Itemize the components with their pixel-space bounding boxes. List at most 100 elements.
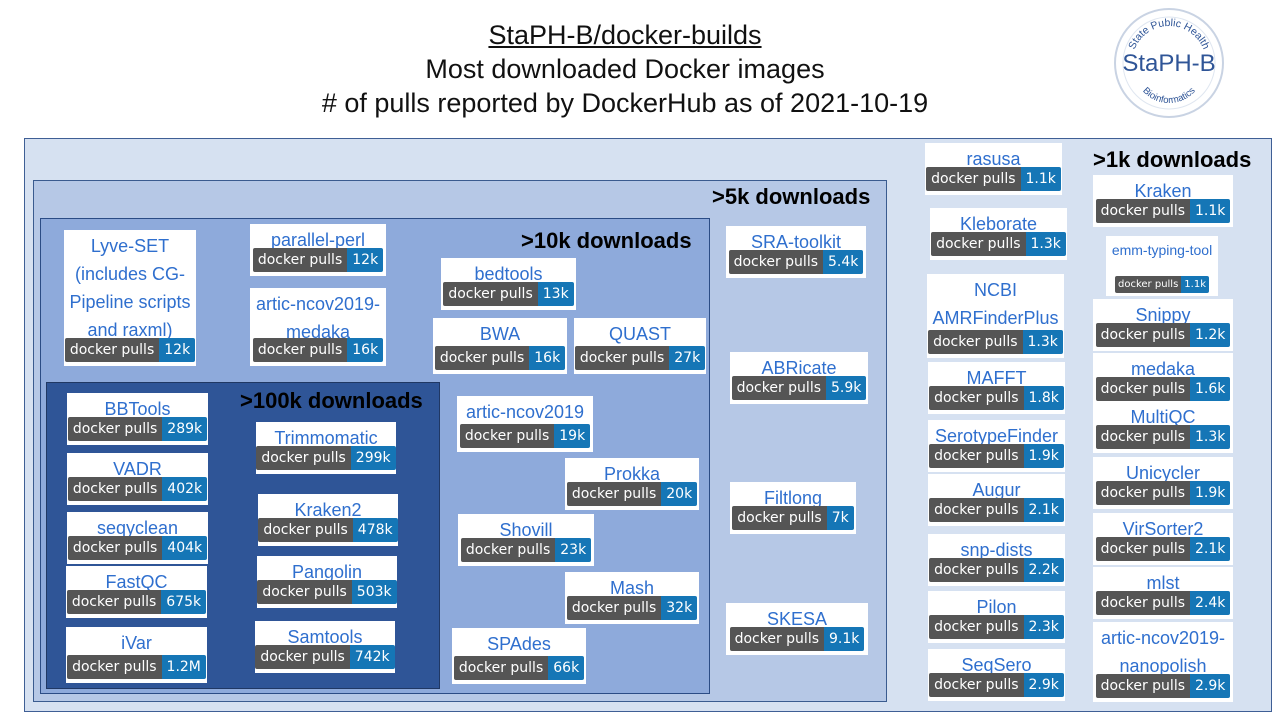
image-name-link[interactable]: Augur [972, 480, 1021, 500]
docker-pulls-badge[interactable]: docker pulls 1.9k [1095, 481, 1231, 505]
docker-pulls-badge[interactable]: docker pulls 1.2M [67, 655, 206, 679]
docker-pulls-badge[interactable]: docker pulls 478k [258, 518, 398, 542]
image-name-link[interactable]: rasusa [966, 149, 1021, 169]
image-name-link[interactable]: artic-ncov2019 [465, 402, 585, 422]
docker-pulls-badge[interactable]: docker pulls 2.9k [929, 673, 1064, 697]
image-name-link[interactable]: SeqSero [961, 655, 1032, 675]
docker-pulls-badge[interactable]: docker pulls 2.4k [1095, 591, 1231, 615]
image-name-link[interactable]: ABRicate [761, 358, 837, 378]
docker-pulls-badge[interactable]: docker pulls 2.2k [929, 558, 1064, 582]
image-name-link[interactable]: Lyve-SET (includes CG-Pipeline scripts a… [69, 236, 191, 340]
docker-pulls-badge[interactable]: docker pulls 1.1k [926, 167, 1061, 191]
badge-pulls-count: 2.2k [1023, 558, 1064, 582]
image-name-link[interactable]: Kraken [1134, 181, 1192, 201]
docker-pulls-badge[interactable]: docker pulls 2.3k [929, 615, 1064, 639]
image-name-link[interactable]: Snippy [1135, 305, 1191, 325]
badge-label: docker pulls [67, 536, 163, 560]
image-name-link[interactable]: SRA-toolkit [750, 232, 842, 252]
image-name-link[interactable]: parallel-perl [270, 230, 366, 250]
docker-pulls-badge[interactable]: docker pulls 1.8k [929, 386, 1064, 410]
image-name-link[interactable]: emm-typing-tool [1111, 242, 1213, 258]
image-name-link[interactable]: BWA [479, 324, 521, 344]
image-name-link[interactable]: Samtools [287, 627, 363, 647]
image-name-link[interactable]: FastQC [105, 572, 168, 592]
image-name-link[interactable]: BBTools [104, 399, 171, 419]
docker-pulls-badge[interactable]: docker pulls 299k [256, 446, 396, 470]
badge-label: docker pulls [443, 282, 538, 306]
image-name-link[interactable]: VirSorter2 [1122, 519, 1204, 539]
docker-pulls-badge[interactable]: docker pulls 1.3k [931, 232, 1066, 256]
docker-pulls-badge[interactable]: docker pulls 5.9k [731, 376, 867, 400]
docker-pulls-badge[interactable]: docker pulls 675k [66, 590, 207, 614]
image-name-link[interactable]: SKESA [766, 609, 828, 629]
image-name-link[interactable]: Filtlong [763, 488, 823, 508]
image-name-link[interactable]: Pilon [976, 597, 1017, 617]
image-name-link[interactable]: QUAST [608, 324, 671, 344]
image-name-link[interactable]: mlst [1146, 573, 1180, 593]
image-card-artic-ncov2019-medaka: artic-ncov2019-medaka docker pulls 16k [250, 288, 386, 366]
docker-pulls-badge[interactable]: docker pulls 23k [460, 538, 592, 562]
image-name-link[interactable]: MultiQC [1130, 407, 1196, 427]
docker-pulls-badge[interactable]: docker pulls 7k [732, 506, 854, 530]
image-name-link[interactable]: Mash [609, 578, 654, 598]
docker-pulls-badge[interactable]: docker pulls 13k [443, 282, 574, 306]
docker-pulls-badge[interactable]: docker pulls 1.3k [928, 330, 1063, 354]
image-name-link[interactable]: Prokka [603, 464, 661, 484]
docker-pulls-badge[interactable]: docker pulls 1.9k [929, 444, 1064, 468]
image-name-link[interactable]: SerotypeFinder [934, 426, 1059, 446]
docker-pulls-badge[interactable]: docker pulls 2.1k [929, 498, 1064, 522]
docker-pulls-badge[interactable]: docker pulls 1.1k [1115, 276, 1209, 293]
docker-pulls-badge[interactable]: docker pulls 503k [257, 580, 397, 604]
docker-pulls-badge[interactable]: docker pulls 404k [67, 536, 208, 560]
badge-label: docker pulls [66, 590, 162, 614]
docker-pulls-badge[interactable]: docker pulls 1.2k [1095, 323, 1231, 347]
image-name-link[interactable]: MAFFT [966, 368, 1027, 388]
badge-row: docker pulls 1.1k [925, 167, 1062, 191]
image-name-link[interactable]: artic-ncov2019-nanopolish [1100, 628, 1226, 676]
badge-row: docker pulls 478k [258, 518, 398, 542]
docker-pulls-badge[interactable]: docker pulls 289k [67, 417, 208, 441]
image-name-link[interactable]: bedtools [474, 264, 543, 284]
image-name-link[interactable]: seqyclean [96, 518, 179, 538]
docker-pulls-badge[interactable]: docker pulls 16k [434, 346, 566, 370]
docker-pulls-badge[interactable]: docker pulls 16k [252, 338, 384, 362]
docker-pulls-badge[interactable]: docker pulls 5.4k [728, 250, 864, 274]
docker-pulls-badge[interactable]: docker pulls 1.1k [1095, 199, 1231, 223]
image-name-link[interactable]: artic-ncov2019-medaka [255, 294, 381, 342]
image-name-link[interactable]: snp-dists [960, 540, 1033, 560]
badge-label: docker pulls [566, 482, 662, 506]
docker-pulls-badge[interactable]: docker pulls 1.6k [1095, 377, 1231, 401]
badge-row: docker pulls 66k [452, 656, 586, 680]
docker-pulls-badge[interactable]: docker pulls 32k [566, 596, 698, 620]
docker-pulls-badge[interactable]: docker pulls 27k [574, 346, 706, 370]
image-name-link[interactable]: Pangolin [291, 562, 363, 582]
badge-row: docker pulls 12k [250, 248, 386, 272]
image-name-link[interactable]: SPAdes [487, 634, 551, 654]
image-name-link[interactable]: iVar [121, 633, 152, 653]
docker-pulls-badge[interactable]: docker pulls 742k [255, 645, 395, 669]
docker-pulls-badge[interactable]: docker pulls 9.1k [729, 627, 865, 651]
docker-pulls-badge[interactable]: docker pulls 2.1k [1095, 537, 1231, 561]
badge-row: docker pulls 2.9k [928, 673, 1065, 697]
image-card-seqsero: SeqSero docker pulls 2.9k [928, 649, 1065, 701]
image-card-serotypefinder: SerotypeFinder docker pulls 1.9k [928, 420, 1065, 472]
badge-row: docker pulls 2.9k [1093, 674, 1233, 698]
docker-pulls-badge[interactable]: docker pulls 2.9k [1095, 674, 1231, 698]
docker-pulls-badge[interactable]: docker pulls 12k [252, 248, 384, 272]
image-name-link[interactable]: Unicycler [1125, 463, 1200, 483]
docker-pulls-badge[interactable]: docker pulls 1.3k [1095, 425, 1231, 449]
docker-pulls-badge[interactable]: docker pulls 19k [459, 424, 591, 448]
docker-pulls-badge[interactable]: docker pulls 20k [566, 482, 698, 506]
docker-pulls-badge[interactable]: docker pulls 402k [67, 477, 208, 501]
docker-pulls-badge[interactable]: docker pulls 66k [453, 656, 585, 680]
image-name-link[interactable]: Shovill [499, 520, 553, 540]
image-name-link[interactable]: Kleborate [959, 214, 1038, 234]
docker-pulls-badge[interactable]: docker pulls 12k [64, 338, 196, 362]
badge-pulls-count: 1.9k [1023, 444, 1064, 468]
image-name-link[interactable]: NCBI AMRFinderPlus [932, 280, 1059, 328]
image-name-link[interactable]: Kraken2 [294, 500, 362, 520]
image-name-link[interactable]: VADR [113, 459, 162, 479]
image-name-link[interactable]: medaka [1130, 359, 1196, 379]
image-card-filtlong: Filtlong docker pulls 7k [730, 482, 856, 534]
image-name-link[interactable]: Trimmomatic [274, 428, 378, 448]
